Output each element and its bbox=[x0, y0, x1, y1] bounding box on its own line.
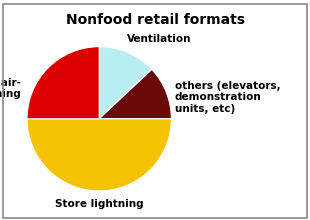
Text: others (elevators,
demonstration
units, etc): others (elevators, demonstration units, … bbox=[175, 81, 281, 114]
Wedge shape bbox=[99, 47, 152, 119]
Wedge shape bbox=[99, 69, 171, 119]
Wedge shape bbox=[27, 119, 171, 191]
Text: Nonfood retail formats: Nonfood retail formats bbox=[65, 13, 245, 27]
Text: Heating and air-
conditioning: Heating and air- conditioning bbox=[0, 78, 21, 99]
Text: Store lightning: Store lightning bbox=[55, 199, 144, 209]
Wedge shape bbox=[27, 47, 99, 119]
Text: Ventilation: Ventilation bbox=[126, 34, 191, 44]
